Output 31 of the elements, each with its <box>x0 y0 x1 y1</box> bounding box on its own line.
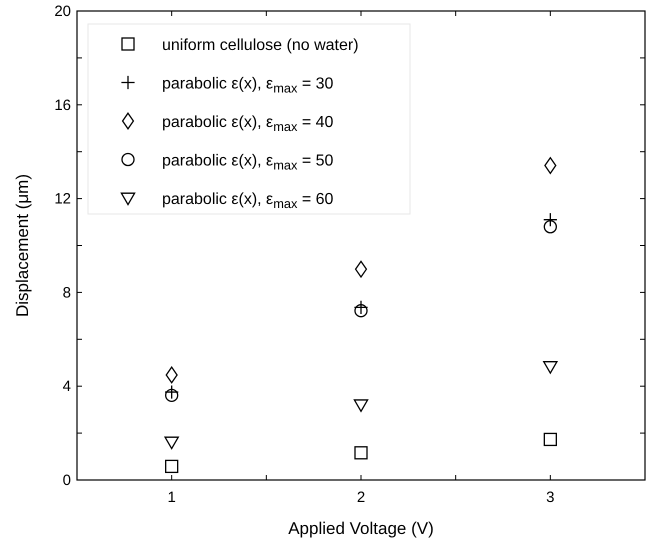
legend-label: parabolic ε(x), ε$_{max}$ = 30 <box>162 76 334 96</box>
point <box>166 366 178 384</box>
point <box>544 432 557 446</box>
x-tick-label: 1 <box>167 489 176 506</box>
point <box>543 212 558 227</box>
point <box>164 436 179 450</box>
legend-label: parabolic ε(x), ε$_{max}$ = 60 <box>162 191 334 211</box>
point <box>165 388 178 402</box>
x-tick-label: 2 <box>356 489 366 506</box>
point <box>354 300 368 315</box>
y-axis-title: Displacement (μm) <box>13 174 32 317</box>
point <box>354 260 368 278</box>
y-tick-label: 8 <box>62 284 71 302</box>
point <box>164 384 179 400</box>
point <box>544 157 556 174</box>
legend-label: parabolic ε(x), ε$_{max}$ = 40 <box>162 114 334 134</box>
point <box>165 460 178 474</box>
y-tick-label: 16 <box>54 96 71 114</box>
point <box>354 446 368 460</box>
point <box>544 220 557 234</box>
x-axis-title: Applied Voltage (V) <box>288 519 434 538</box>
legend-label: parabolic ε(x), ε$_{max}$ = 50 <box>162 152 334 172</box>
point <box>354 399 368 412</box>
x-tick-label: 3 <box>546 489 555 506</box>
point <box>543 361 558 374</box>
point <box>354 304 368 318</box>
y-tick-label: 4 <box>62 378 71 396</box>
y-tick-label: 12 <box>54 190 71 208</box>
y-tick-label: 20 <box>54 3 71 20</box>
legend-label: uniform cellulose (no water) <box>162 37 359 54</box>
y-tick-label: 0 <box>62 472 71 489</box>
